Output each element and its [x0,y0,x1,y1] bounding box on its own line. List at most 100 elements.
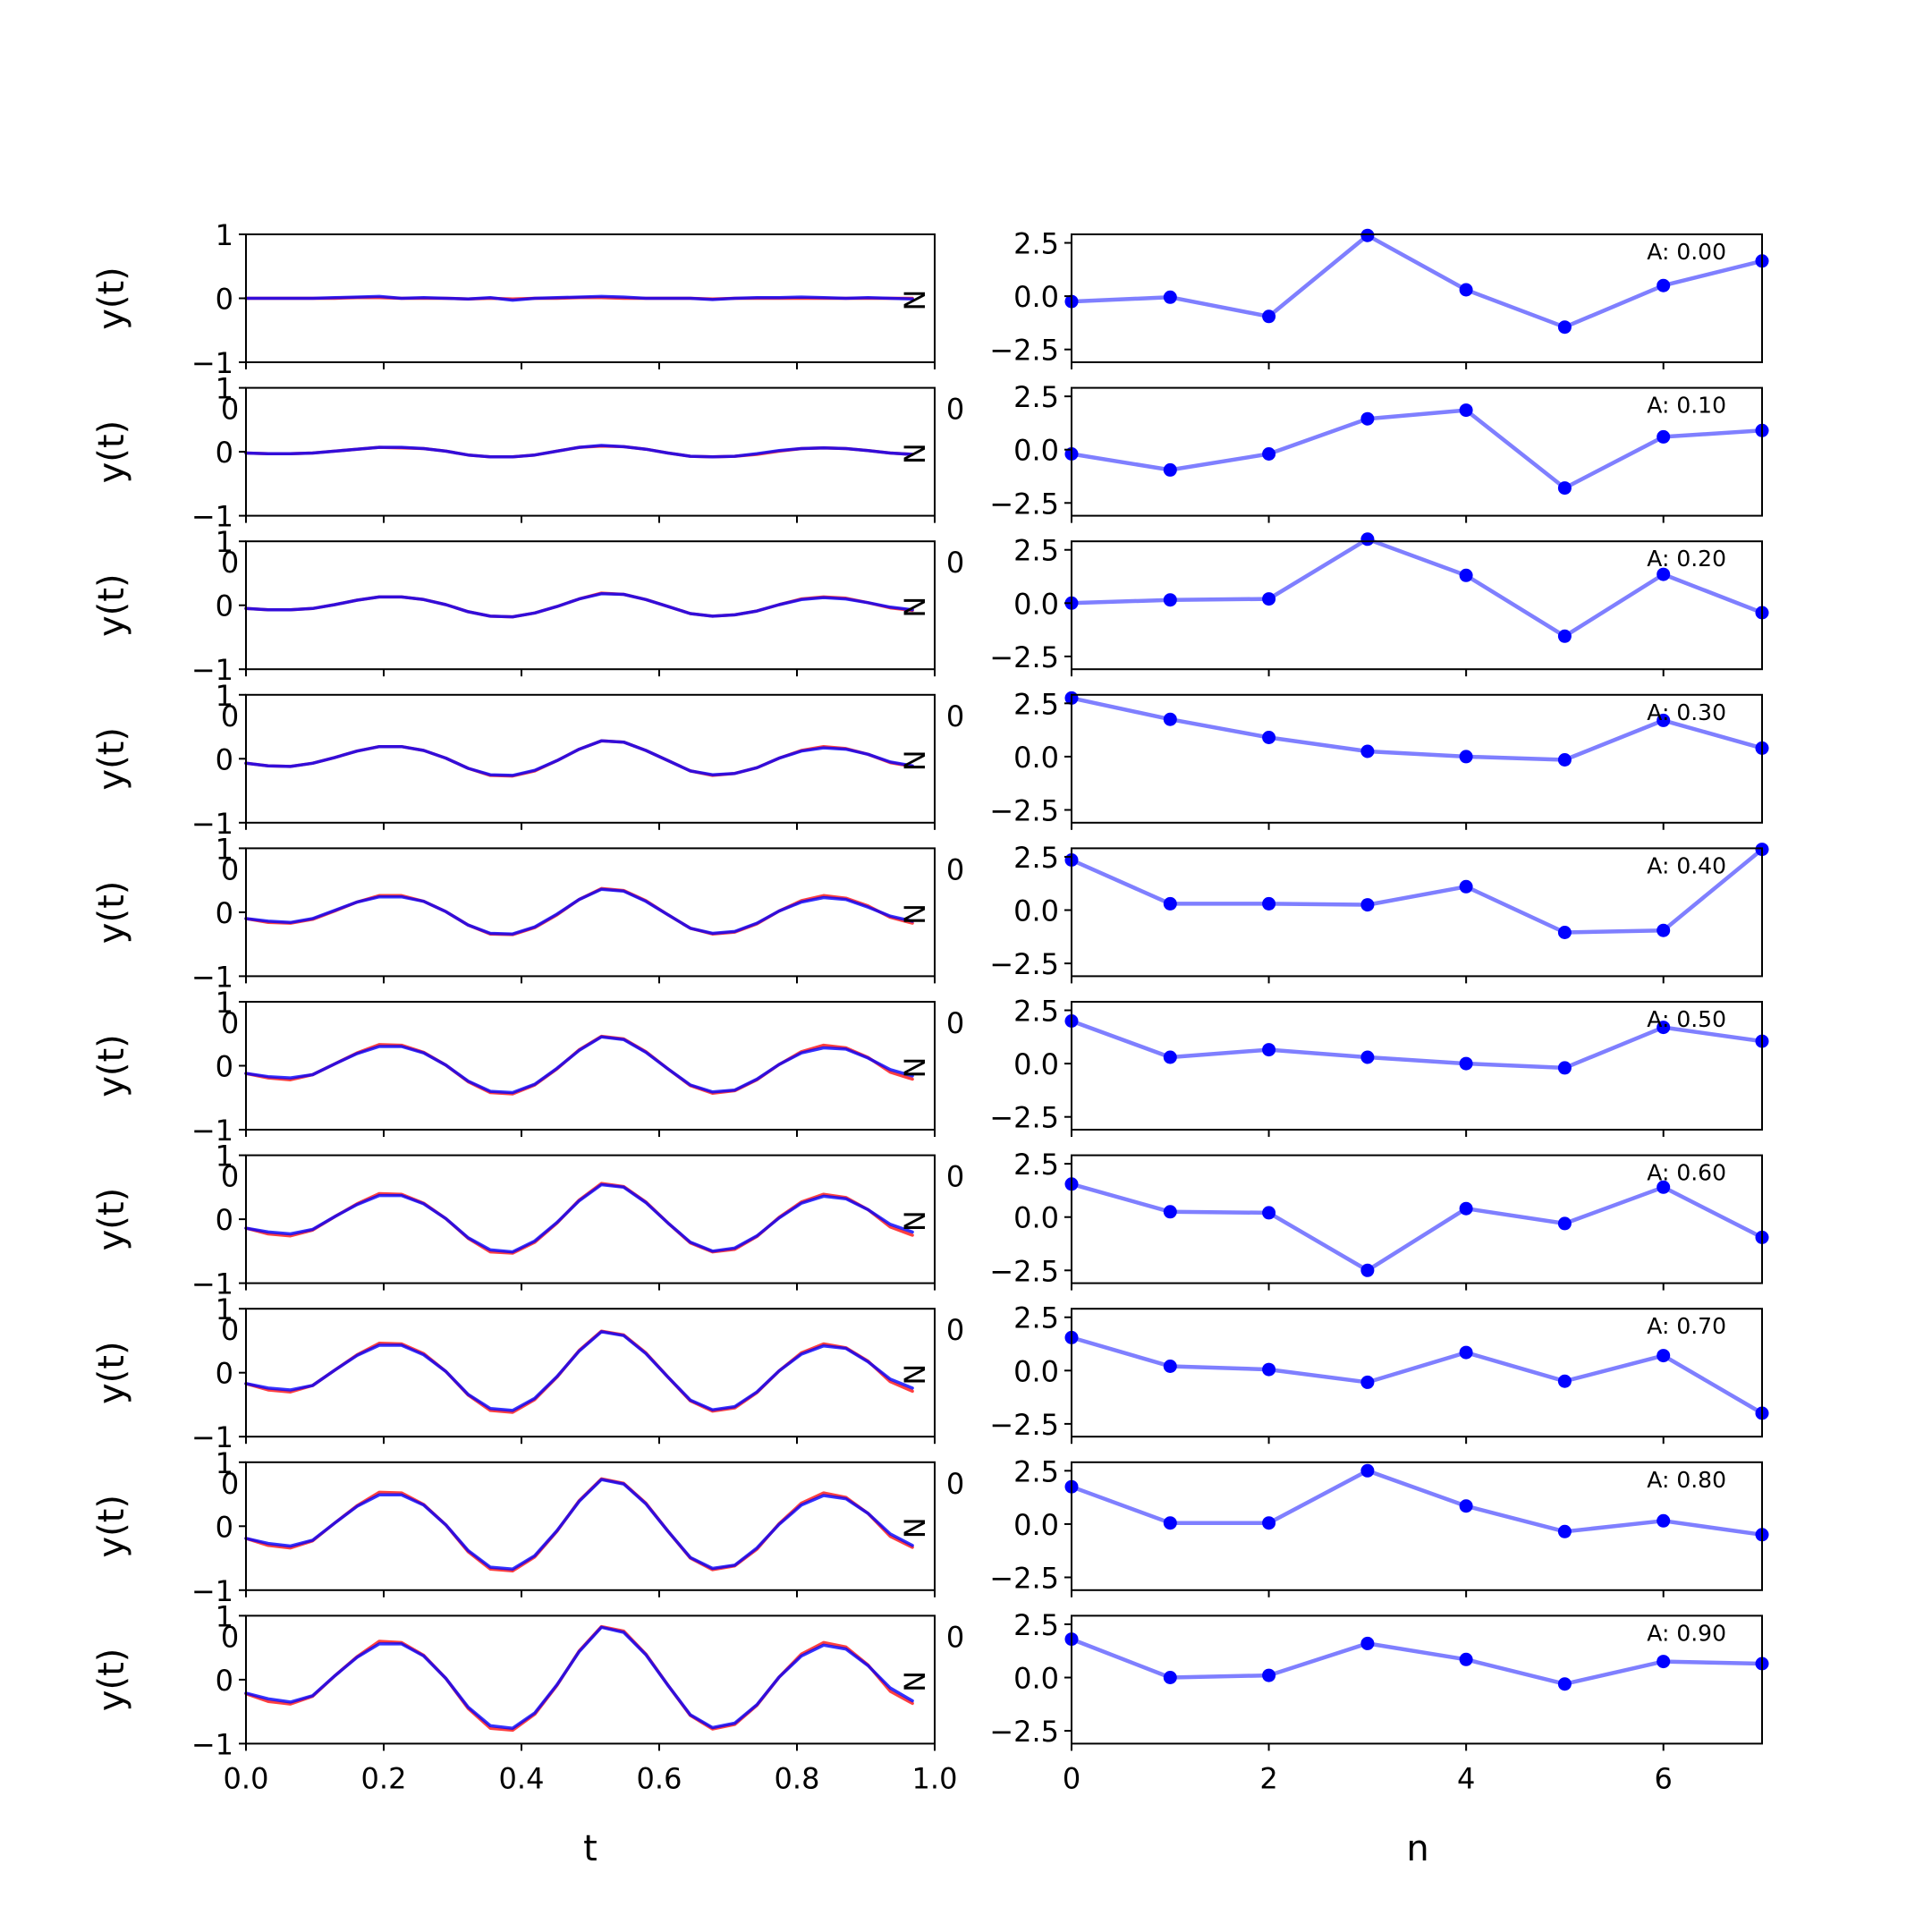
data-point [1360,1463,1375,1478]
y-tick-label: −1 [191,1727,233,1761]
stray-tick-label: 0 [221,1467,239,1501]
stray-tick-label: 0 [221,699,239,733]
data-point [1163,462,1177,477]
y-tick-label: 1 [216,1446,233,1480]
right-column: −2.5 0.0 2.5 A: 0.00 −2.5 0.0 2.5 A: 0.10 −2.5 0.… [989,227,1769,1795]
panel-annotation: A: 0.30 [1647,699,1726,725]
y-tick-label: 0.0 [1013,434,1059,468]
axes-frame [1071,540,1763,671]
data-point [1459,1201,1473,1216]
y-axis-label: y(t) [91,1034,132,1097]
stray-tick-label: 0 [946,393,964,427]
data-point [1459,568,1473,582]
y-axis-label: y(t) [91,420,132,484]
data-point [1163,712,1177,726]
series-line [1071,537,1763,639]
series-line-blue [244,592,914,619]
side-label: N [898,597,932,618]
right-panel: −2.5 0.0 2.5 A: 0.50 [989,995,1769,1137]
right-panel: −2.5 0.0 2.5 0 2 4 6 A: 0.90 [989,1608,1769,1795]
series-line-blue [244,887,914,936]
data-point [1360,411,1375,426]
right-panel: −2.5 0.0 2.5 A: 0.10 [989,380,1769,523]
data-point [1163,1671,1177,1684]
y-tick-label: 2.5 [1013,380,1059,414]
y-axis-label: y(t) [91,1648,132,1712]
y-tick-label: 1 [216,679,233,713]
data-point [1360,1375,1375,1389]
data-point [1557,481,1572,496]
y-tick-label: 0 [216,1357,233,1391]
stray-tick-label: 0 [946,1620,964,1654]
y-tick-label: −1 [191,1574,233,1608]
x-tick-label: 1.0 [912,1761,958,1795]
stray-tick-label: 0 [221,852,239,886]
panel-annotation: A: 0.00 [1647,239,1726,265]
y-tick-label: 2.5 [1013,841,1059,875]
y-tick-label: 2.5 [1013,534,1059,568]
right-panel: −2.5 0.0 2.5 A: 0.00 [989,227,1769,369]
y-tick-label: −1 [191,807,233,841]
data-point [1360,1636,1375,1650]
y-tick-label: 2.5 [1013,227,1059,261]
y-tick-label: 0 [216,1510,233,1544]
left-x-axis-label: t [583,1828,597,1869]
panel-annotation: A: 0.80 [1647,1467,1726,1493]
data-point [1459,879,1473,894]
y-axis-label: y(t) [91,573,132,637]
x-tick-label: 0.4 [499,1761,545,1795]
data-point [1163,896,1177,911]
y-tick-label: −1 [191,500,233,534]
data-point [1657,1349,1671,1363]
side-label: N [898,1364,932,1385]
y-tick-label: 1 [216,218,233,252]
right-x-axis-label: n [1406,1828,1428,1869]
data-point [1557,1524,1572,1538]
series-line-blue [244,294,914,302]
x-tick-label: 4 [1457,1761,1475,1795]
data-point [1459,1652,1473,1666]
y-tick-label: 2.5 [1013,1454,1059,1488]
right-panel: −2.5 0.0 2.5 A: 0.60 [989,1148,1769,1291]
stray-tick-label: 0 [221,1006,239,1040]
data-point [1557,753,1572,767]
data-point [1557,1061,1572,1075]
data-point [1163,593,1177,607]
axes-frame [1071,1614,1763,1745]
series-line [1071,1019,1763,1071]
y-tick-label: 2.5 [1013,1301,1059,1335]
axes-frame [1071,1308,1763,1438]
y-tick-label: −2.5 [989,1254,1059,1288]
y-tick-label: 0.0 [1013,280,1059,314]
data-point [1459,403,1473,418]
data-point [1459,283,1473,297]
data-point [1163,1050,1177,1064]
y-tick-label: −2.5 [989,947,1059,981]
y-tick-label: 0 [216,896,233,930]
series-line-blue [244,1182,914,1254]
y-tick-label: −1 [191,653,233,687]
data-point [1657,1655,1671,1669]
series-line [1071,1637,1763,1686]
data-point [1657,1180,1671,1194]
stray-tick-label: 0 [946,1313,964,1347]
data-point [1262,309,1276,324]
left-panel: −1 0 1 y(t) N [91,218,936,380]
x-tick-label: 0.8 [775,1761,820,1795]
x-tick-label: 0.2 [361,1761,407,1795]
y-tick-label: 0.0 [1013,587,1059,621]
side-label: N [898,290,932,311]
x-tick-label: 0.6 [637,1761,682,1795]
y-tick-label: 0.0 [1013,1508,1059,1542]
y-tick-label: 0 [216,436,233,470]
y-axis-label: y(t) [91,1188,132,1251]
